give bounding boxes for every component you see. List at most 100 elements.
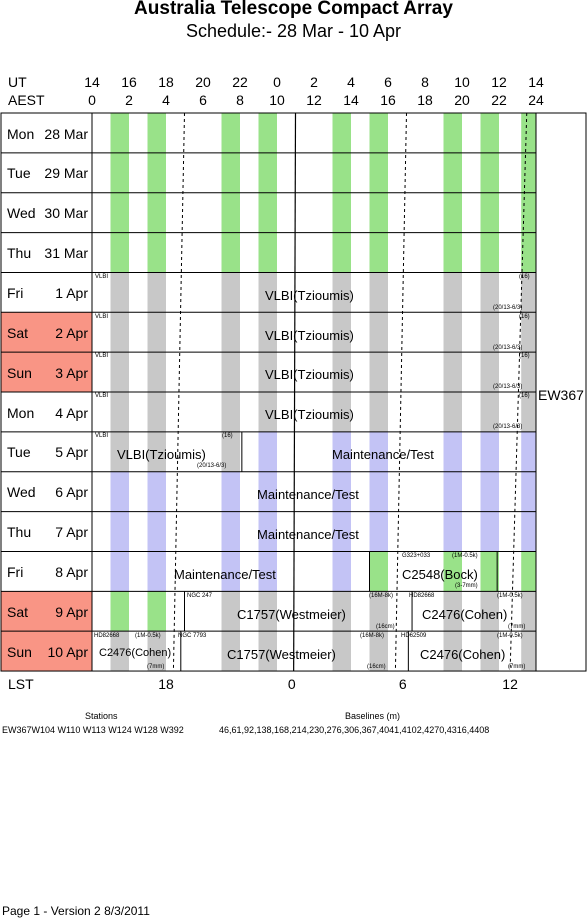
night-stripe: [521, 152, 536, 193]
night-stripe: [369, 511, 388, 552]
night-stripe: [258, 312, 277, 353]
night-stripe: [443, 392, 462, 432]
cohen-tag: HD82668: [409, 593, 435, 599]
schedule-grid: [0, 112, 587, 672]
vlbi-note-top: (16): [519, 353, 530, 359]
night-stripe: [521, 392, 536, 432]
night-stripe: [369, 352, 388, 393]
night-stripe: [221, 232, 240, 273]
night-stripe: [521, 312, 536, 353]
weekend-highlight: [1, 352, 92, 393]
day-row-label: Fri 1 Apr: [1, 273, 91, 312]
vlbi-label: VLBI(Tzioumis): [265, 288, 354, 303]
night-stripe: [110, 192, 129, 233]
night-stripe: [332, 352, 351, 393]
vlbi-label: VLBI(Tzioumis): [265, 407, 354, 422]
cohen-label: C2476(Cohen): [420, 647, 506, 662]
day-name: Sat: [7, 324, 29, 341]
night-stripe: [480, 272, 499, 313]
westmeier-note-bottom: (16cm): [367, 664, 386, 670]
aest-tick: 12: [306, 92, 322, 108]
night-stripe: [147, 591, 166, 632]
baselines-heading: Baselines (m): [345, 711, 401, 721]
night-stripe: [480, 511, 499, 552]
night-stripe: [369, 471, 388, 512]
vlbi-tag: VLBI: [95, 274, 109, 280]
night-stripe: [258, 631, 277, 672]
cohen-note-top: (1M-0.5k): [135, 633, 161, 639]
night-stripe: [147, 471, 166, 512]
night-stripe: [147, 152, 166, 193]
vlbi-label: VLBI(Tzioumis): [265, 367, 354, 382]
night-stripe: [221, 551, 240, 592]
night-stripe: [258, 511, 277, 552]
night-stripe: [521, 471, 536, 512]
night-stripe: [221, 591, 240, 632]
night-stripe: [480, 431, 499, 472]
night-stripe: [443, 192, 462, 233]
night-stripe: [147, 352, 166, 393]
night-stripe: [521, 113, 536, 153]
night-stripe: [332, 471, 351, 512]
night-stripe: [521, 591, 536, 632]
night-stripe: [221, 272, 240, 313]
night-stripe: [332, 152, 351, 193]
day-row-label: Fri 8 Apr: [1, 552, 91, 591]
night-stripe: [221, 312, 240, 353]
day-row-label: Thu 31 Mar: [1, 234, 91, 273]
ut-tick: 20: [195, 74, 211, 90]
night-stripe: [369, 431, 388, 472]
night-stripe: [480, 352, 499, 393]
day-name: Mon: [7, 125, 35, 142]
night-stripe: [369, 631, 388, 672]
day-date: 31 Mar: [44, 245, 88, 262]
vlbi-tag: VLBI: [95, 353, 109, 359]
stations-heading: Stations: [85, 711, 118, 721]
night-stripe: [258, 551, 277, 592]
aest-tick: 8: [236, 92, 244, 108]
night-stripe: [521, 631, 536, 672]
night-stripe: [443, 312, 462, 353]
westmeier-note-top: (16M-8k): [369, 593, 394, 599]
westmeier-tag: NGC 7793: [178, 633, 207, 639]
day-name: Sat: [7, 603, 29, 620]
night-stripe: [480, 591, 499, 632]
night-stripe: [147, 272, 166, 313]
ut-tick: 0: [273, 74, 281, 90]
aest-tick: 24: [528, 92, 544, 108]
night-stripe: [332, 511, 351, 552]
night-stripe: [110, 152, 129, 193]
night-stripe: [443, 431, 462, 472]
night-stripe: [110, 232, 129, 273]
day-row-label: Tue 29 Mar: [1, 154, 91, 193]
day-name: Thu: [7, 524, 32, 541]
night-stripe: [443, 272, 462, 313]
night-stripe: [147, 511, 166, 552]
ut-tick: 22: [232, 74, 248, 90]
night-stripe: [480, 113, 499, 153]
vlbi-note-bottom: (20/13-6/3): [493, 305, 523, 311]
ut-label: UT: [8, 74, 27, 90]
cohen-note-top: (1M-0.5k): [497, 633, 523, 639]
day-date: 2 Apr: [55, 324, 88, 341]
aest-tick: 2: [125, 92, 133, 108]
vlbi-note-bottom: (20/13-6/3): [197, 463, 227, 469]
day-row-label: Tue 5 Apr: [1, 433, 91, 472]
aest-tick: 14: [343, 92, 359, 108]
night-stripe: [480, 152, 499, 193]
day-row-label: Sat 9 Apr: [1, 592, 91, 631]
night-stripe: [147, 431, 166, 472]
night-stripe: [110, 551, 129, 592]
ut-tick: 18: [158, 74, 174, 90]
day-date: 10 Apr: [47, 643, 88, 660]
night-stripe: [521, 272, 536, 313]
day-date: 3 Apr: [55, 364, 88, 381]
night-stripe: [110, 591, 129, 632]
cohen-tag: HD82668: [94, 633, 120, 639]
night-stripe: [332, 591, 351, 632]
night-stripe: [521, 431, 536, 472]
night-stripe: [221, 152, 240, 193]
ut-tick: 12: [491, 74, 507, 90]
ut-tick: 16: [121, 74, 137, 90]
night-stripe: [480, 192, 499, 233]
